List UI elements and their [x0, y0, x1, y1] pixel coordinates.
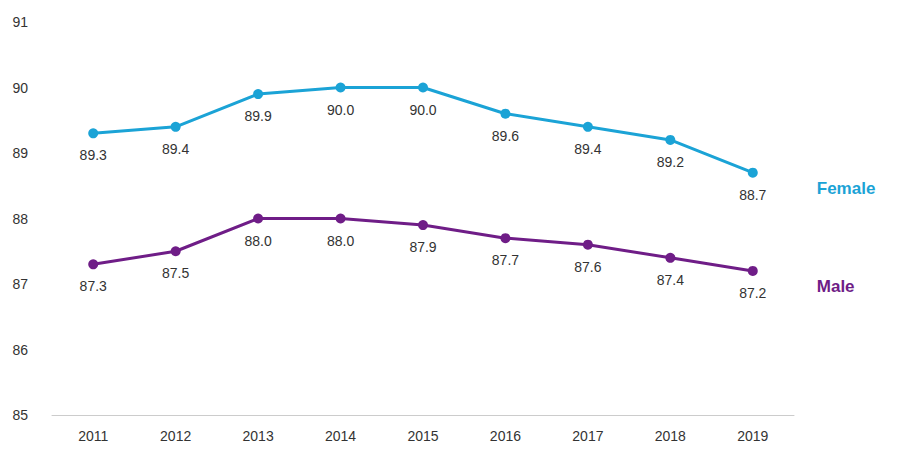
svg-text:90.0: 90.0	[327, 102, 354, 118]
svg-text:90.0: 90.0	[409, 102, 436, 118]
svg-text:87: 87	[12, 276, 28, 292]
svg-text:2011: 2011	[78, 428, 108, 444]
svg-text:89.2: 89.2	[657, 154, 684, 170]
svg-text:86: 86	[12, 342, 28, 358]
svg-text:87.2: 87.2	[739, 285, 766, 301]
svg-text:2014: 2014	[325, 428, 356, 444]
svg-text:88.0: 88.0	[244, 233, 271, 249]
svg-text:89.4: 89.4	[574, 141, 601, 157]
svg-text:87.4: 87.4	[657, 272, 684, 288]
svg-text:89.6: 89.6	[492, 128, 519, 144]
svg-text:2019: 2019	[737, 428, 768, 444]
svg-text:88: 88	[12, 211, 28, 227]
svg-text:87.7: 87.7	[492, 252, 519, 268]
svg-text:89.4: 89.4	[162, 141, 189, 157]
svg-text:90: 90	[12, 80, 28, 96]
svg-text:91: 91	[12, 14, 28, 30]
svg-text:89.3: 89.3	[80, 147, 107, 163]
svg-text:87.5: 87.5	[162, 265, 189, 281]
svg-text:2016: 2016	[490, 428, 521, 444]
svg-text:2017: 2017	[572, 428, 603, 444]
svg-text:87.9: 87.9	[409, 239, 436, 255]
svg-text:85: 85	[12, 407, 28, 423]
svg-text:87.3: 87.3	[80, 278, 107, 294]
svg-text:89: 89	[12, 145, 28, 161]
svg-text:2015: 2015	[407, 428, 438, 444]
svg-text:88.7: 88.7	[739, 187, 766, 203]
svg-text:Male: Male	[817, 277, 855, 296]
svg-text:2018: 2018	[655, 428, 686, 444]
svg-text:Female: Female	[817, 179, 876, 198]
svg-text:89.9: 89.9	[244, 108, 271, 124]
svg-text:87.6: 87.6	[574, 259, 601, 275]
svg-text:2013: 2013	[243, 428, 274, 444]
svg-text:2012: 2012	[160, 428, 191, 444]
svg-text:88.0: 88.0	[327, 233, 354, 249]
